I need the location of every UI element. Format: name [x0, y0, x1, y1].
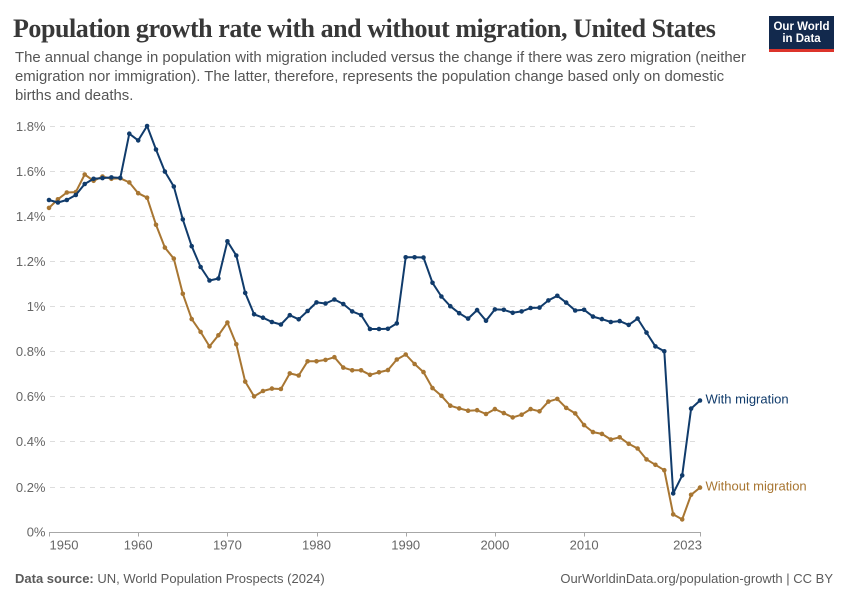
svg-text:0.8%: 0.8%	[16, 344, 46, 359]
svg-text:1.2%: 1.2%	[16, 254, 46, 269]
svg-text:0.4%: 0.4%	[16, 434, 46, 449]
svg-text:With migration: With migration	[706, 391, 789, 406]
svg-text:1960: 1960	[124, 538, 153, 553]
svg-text:2000: 2000	[480, 538, 509, 553]
svg-text:1950: 1950	[50, 538, 79, 553]
svg-text:1970: 1970	[213, 538, 242, 553]
svg-text:0%: 0%	[27, 525, 46, 540]
svg-text:1990: 1990	[391, 538, 420, 553]
svg-text:2023: 2023	[673, 538, 702, 553]
svg-text:2010: 2010	[570, 538, 599, 553]
svg-text:0.6%: 0.6%	[16, 389, 46, 404]
svg-text:0.2%: 0.2%	[16, 480, 46, 495]
svg-text:1980: 1980	[302, 538, 331, 553]
svg-text:1%: 1%	[27, 299, 46, 314]
svg-text:1.6%: 1.6%	[16, 164, 46, 179]
svg-text:Without migration: Without migration	[706, 479, 807, 494]
svg-text:1.4%: 1.4%	[16, 209, 46, 224]
svg-text:1.8%: 1.8%	[16, 119, 46, 134]
